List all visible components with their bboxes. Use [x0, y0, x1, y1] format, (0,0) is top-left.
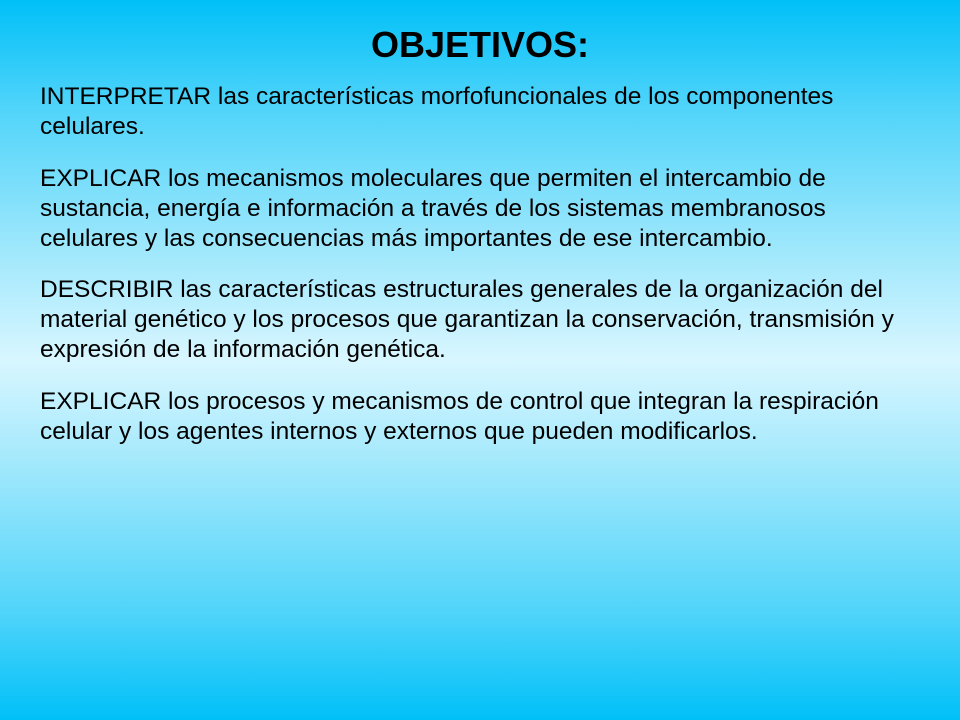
objective-item: EXPLICAR los procesos y mecanismos de co…	[40, 387, 920, 447]
objective-keyword: EXPLICAR	[40, 165, 161, 192]
objective-item: DESCRIBIR las características estructura…	[40, 275, 920, 365]
objective-keyword: INTERPRETAR	[40, 83, 211, 110]
objective-keyword: EXPLICAR	[40, 388, 161, 415]
objective-keyword: DESCRIBIR	[40, 276, 173, 303]
slide-container: OBJETIVOS: INTERPRETAR las característic…	[0, 0, 960, 489]
slide-title: OBJETIVOS:	[40, 24, 920, 66]
objective-item: EXPLICAR los mecanismos moleculares que …	[40, 164, 920, 254]
objective-text: los procesos y mecanismos de control que…	[40, 388, 879, 445]
objective-item: INTERPRETAR las características morfofun…	[40, 82, 920, 142]
